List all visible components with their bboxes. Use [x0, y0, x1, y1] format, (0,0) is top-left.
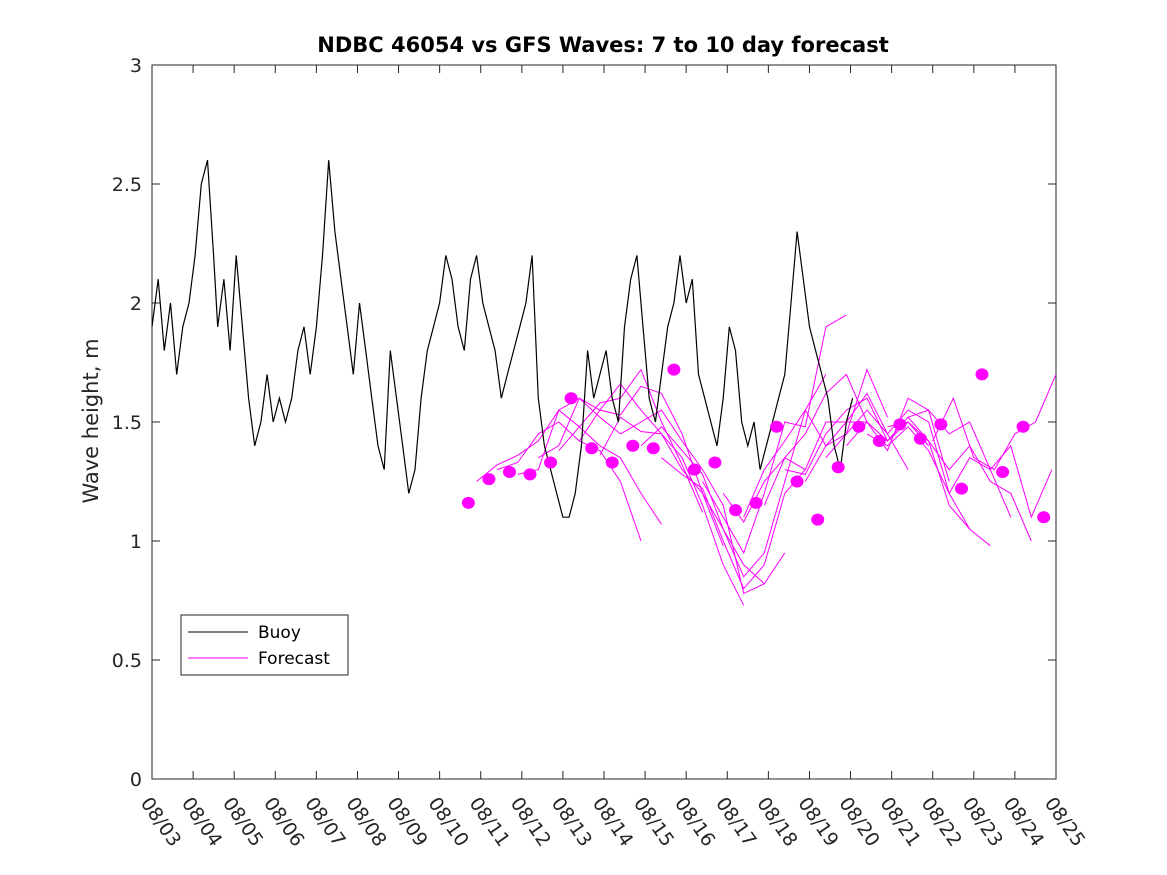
forecast-point — [605, 456, 619, 469]
legend-box — [180, 614, 349, 676]
forecast-point — [482, 473, 496, 486]
forecast-point — [729, 504, 742, 517]
legend: Buoy Forecast — [180, 614, 349, 676]
forecast-point — [503, 466, 516, 478]
buoy-series-group — [151, 160, 854, 518]
y-tick-label: 1 — [130, 531, 142, 553]
y-tick-label: 0.5 — [112, 650, 142, 672]
forecast-series-line-8 — [620, 409, 765, 595]
forecast-point — [461, 496, 475, 509]
forecast-point — [934, 418, 948, 431]
forecast-series-line-7 — [599, 416, 745, 606]
forecast-point — [1037, 511, 1051, 524]
forecast-point — [1016, 420, 1030, 433]
forecast-marker-group — [461, 363, 1051, 526]
y-tick-label: 1.5 — [112, 412, 142, 434]
forecast-point — [913, 432, 927, 445]
forecast-series-line-21 — [887, 421, 1032, 542]
forecast-series-line-23 — [932, 374, 1057, 471]
forecast-point — [975, 368, 989, 381]
forecast-point — [708, 456, 722, 469]
forecast-series-group — [476, 314, 1057, 606]
y-tick-label: 2.5 — [112, 174, 142, 196]
forecast-series-line-10 — [661, 457, 806, 590]
legend-label-forecast: Forecast — [258, 649, 330, 669]
forecast-point — [770, 420, 784, 433]
forecast-point — [687, 463, 701, 476]
y-tick-label: 3 — [130, 55, 142, 77]
forecast-series-line-19 — [846, 416, 991, 547]
forecast-series-line-2 — [497, 421, 642, 542]
forecast-point — [996, 466, 1010, 478]
forecast-series-line-3 — [517, 409, 662, 525]
forecast-series-line-9 — [640, 426, 786, 585]
forecast-point — [585, 442, 599, 455]
legend-label-buoy: Buoy — [258, 623, 301, 643]
forecast-point — [790, 475, 804, 488]
forecast-point — [544, 456, 558, 469]
forecast-point — [667, 363, 681, 376]
forecast-point — [523, 468, 537, 481]
forecast-point — [893, 418, 907, 431]
forecast-series-line-12 — [702, 314, 847, 555]
forecast-point — [646, 442, 660, 455]
y-axis-label: Wave height, m — [79, 338, 103, 503]
forecast-series-line-22 — [907, 409, 1053, 519]
forecast-series-line-6 — [578, 385, 724, 546]
buoy-series-line — [151, 160, 854, 518]
forecast-series-line-14 — [743, 368, 888, 518]
forecast-point — [564, 392, 578, 405]
forecast-series-line-11 — [681, 374, 827, 578]
forecast-series-line-13 — [722, 373, 868, 523]
chart-title: NDBC 46054 vs GFS Waves: 7 to 10 day for… — [317, 33, 888, 57]
forecast-point — [626, 439, 640, 452]
forecast-point — [955, 482, 968, 495]
forecast-series-line-1 — [476, 397, 621, 482]
forecast-point — [811, 513, 825, 526]
forecast-point — [872, 435, 886, 447]
y-tick-label: 0 — [130, 769, 142, 791]
forecast-point — [749, 496, 763, 509]
forecast-point — [831, 461, 845, 474]
y-tick-label: 2 — [130, 293, 142, 315]
forecast-point — [852, 420, 866, 433]
forecast-series-line-20 — [866, 426, 1012, 518]
y-axis: 0 0.5 1 1.5 2 2.5 3 — [112, 55, 1056, 791]
